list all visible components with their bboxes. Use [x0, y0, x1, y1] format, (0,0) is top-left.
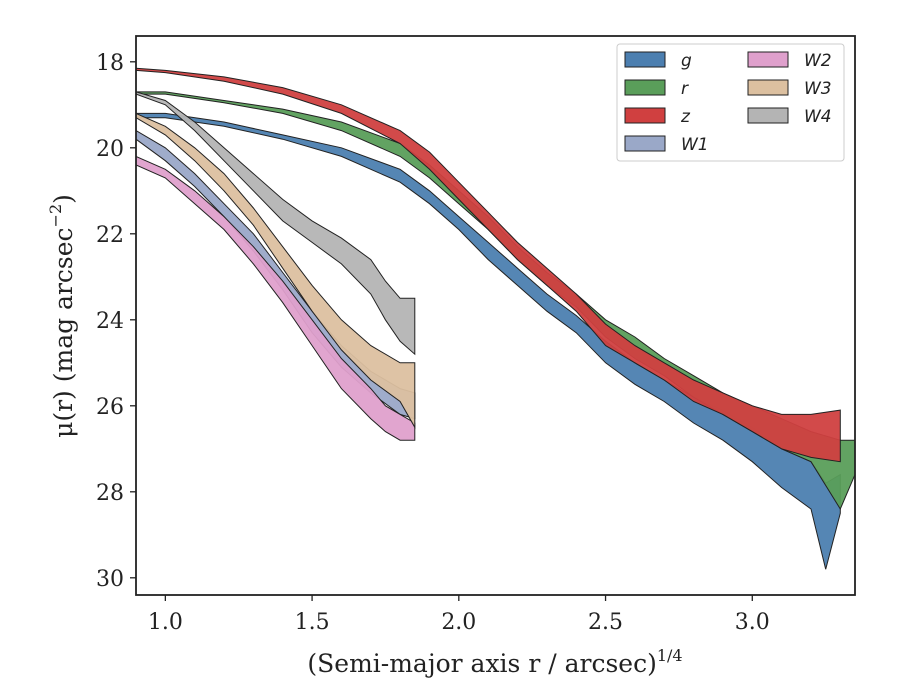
legend-box [616, 43, 845, 162]
x-axis-label-text: (Semi-major axis r / arcsec) [307, 649, 656, 678]
band-z [136, 67, 841, 463]
legend-swatch-w4 [747, 107, 789, 124]
band-g [136, 112, 841, 570]
legend: grz W1 W2 W3 W4 [616, 43, 845, 162]
y-tick-label: 18 [96, 51, 124, 76]
y-axis-label-exponent: −2 [46, 204, 65, 228]
band-w2 [136, 155, 416, 441]
legend-swatch-w2 [747, 51, 789, 68]
y-tick-label: 26 [96, 395, 124, 420]
y-tick-label: 20 [96, 137, 124, 162]
y-axis-label-close: ) [49, 194, 78, 204]
legend-label-z: z [680, 107, 691, 127]
x-tick-label: 1.5 [295, 610, 330, 635]
legend-label-w2: W2 [804, 51, 832, 71]
legend-label-g: g [681, 51, 692, 71]
legend-swatch-w3 [747, 79, 789, 96]
x-axis-label: (Semi-major axis r / arcsec)1/4 [307, 646, 682, 678]
x-tick-label: 1.0 [148, 610, 183, 635]
legend-label-w1: W1 [681, 135, 709, 155]
profile-bands [136, 67, 855, 570]
legend-swatch-g [624, 51, 666, 68]
x-axis-ticks: 1.0 1.5 2.0 2.5 3.0 [148, 595, 770, 635]
y-tick-label: 24 [96, 309, 124, 334]
y-axis-ticks: 18 20 22 24 26 28 30 [96, 51, 136, 592]
y-tick-label: 30 [96, 567, 124, 592]
plot-frame [135, 35, 856, 596]
y-axis-label-text: μ(r) (mag arcsec [49, 227, 78, 437]
legend-label-w4: W4 [804, 107, 832, 127]
legend-swatch-w1 [624, 135, 666, 152]
y-axis-label: μ(r) (mag arcsec−2) [46, 194, 78, 438]
x-tick-label: 2.0 [441, 610, 476, 635]
band-w4 [136, 91, 416, 356]
y-tick-label: 22 [96, 223, 124, 248]
x-tick-label: 2.5 [588, 610, 623, 635]
legend-label-r: r [681, 79, 689, 99]
x-axis-label-exponent: 1/4 [657, 646, 683, 665]
y-tick-label: 28 [96, 481, 124, 506]
legend-swatch-z [624, 107, 666, 124]
legend-swatch-r [624, 79, 666, 96]
band-w3 [136, 112, 416, 430]
legend-label-w3: W3 [804, 79, 832, 99]
x-tick-label: 3.0 [735, 610, 770, 635]
